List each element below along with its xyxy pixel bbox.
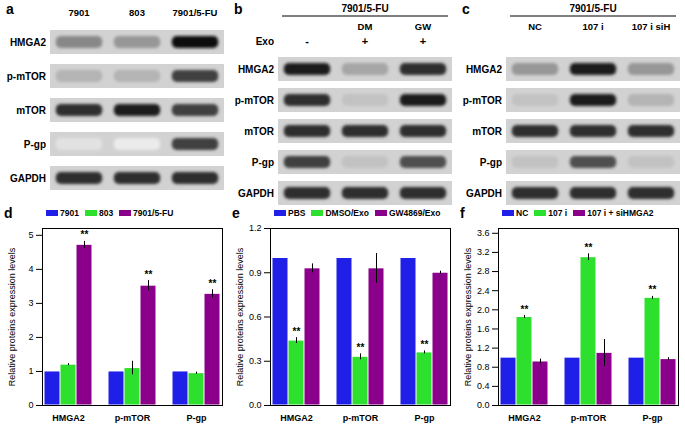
svg-text:1: 1 xyxy=(28,366,33,376)
svg-text:GAPDH: GAPDH xyxy=(466,188,502,199)
svg-text:2.0: 2.0 xyxy=(477,305,490,315)
svg-text:+: + xyxy=(362,35,368,47)
svg-text:b: b xyxy=(234,1,243,17)
svg-text:4: 4 xyxy=(28,264,33,274)
svg-text:**: ** xyxy=(421,339,429,350)
svg-text:7901: 7901 xyxy=(68,7,90,18)
svg-text:p-mTOR: p-mTOR xyxy=(343,413,379,423)
svg-text:mTOR: mTOR xyxy=(16,105,47,116)
svg-text:**: ** xyxy=(81,229,89,240)
svg-text:NC: NC xyxy=(528,21,542,32)
svg-text:2.4: 2.4 xyxy=(477,286,490,296)
svg-text:**: ** xyxy=(585,242,593,253)
svg-text:803: 803 xyxy=(129,7,145,18)
svg-text:p-mTOR: p-mTOR xyxy=(7,71,47,82)
svg-text:P-gp: P-gp xyxy=(643,413,663,423)
svg-text:**: ** xyxy=(521,304,529,315)
svg-text:1.6: 1.6 xyxy=(477,324,490,334)
svg-text:0.0: 0.0 xyxy=(477,400,490,410)
html-text:DMSO/Exo: DMSO/Exo xyxy=(325,207,369,218)
svg-text:Relative proteins expression l: Relative proteins expression levels xyxy=(7,247,17,386)
html-text:GW4869/Exo: GW4869/Exo xyxy=(388,207,441,218)
svg-text:p-mTOR: p-mTOR xyxy=(463,95,503,106)
svg-text:0.0: 0.0 xyxy=(249,400,262,410)
svg-text:**: ** xyxy=(293,326,301,337)
svg-text:HMGA2: HMGA2 xyxy=(10,37,47,48)
svg-text:3.6: 3.6 xyxy=(477,228,490,238)
svg-text:0.3: 0.3 xyxy=(249,356,262,366)
svg-text:c: c xyxy=(462,1,470,17)
svg-text:HMGA2: HMGA2 xyxy=(238,64,275,75)
svg-text:0.6: 0.6 xyxy=(249,312,262,322)
html-text:e: e xyxy=(232,205,240,221)
svg-text:**: ** xyxy=(649,284,657,295)
svg-text:P-gp: P-gp xyxy=(415,413,435,423)
html-text:803: 803 xyxy=(98,207,114,218)
svg-text:P-gp: P-gp xyxy=(187,413,207,423)
svg-text:P-gp: P-gp xyxy=(252,157,274,168)
html-text:7901/5-FU: 7901/5-FU xyxy=(133,207,174,218)
svg-text:HMGA2: HMGA2 xyxy=(280,413,313,423)
svg-text:**: ** xyxy=(357,342,365,353)
svg-text:107 i: 107 i xyxy=(582,21,603,32)
svg-text:0.9: 0.9 xyxy=(249,268,262,278)
svg-text:3.2: 3.2 xyxy=(477,247,490,257)
svg-text:7901/5-FU: 7901/5-FU xyxy=(173,7,218,18)
svg-text:P-gp: P-gp xyxy=(480,157,502,168)
svg-text:GAPDH: GAPDH xyxy=(10,173,46,184)
svg-text:Exo: Exo xyxy=(256,36,274,47)
svg-text:GAPDH: GAPDH xyxy=(238,188,274,199)
svg-text:5: 5 xyxy=(28,230,33,240)
svg-text:**: ** xyxy=(209,278,217,289)
svg-text:3: 3 xyxy=(28,298,33,308)
svg-text:Relative proteins expression l: Relative proteins expression levels xyxy=(463,247,473,386)
svg-text:2.8: 2.8 xyxy=(477,266,490,276)
svg-text:Relative proteins expression l: Relative proteins expression levels xyxy=(235,247,245,386)
svg-text:+: + xyxy=(420,35,426,47)
svg-text:a: a xyxy=(6,1,14,17)
html-text:PBS: PBS xyxy=(288,207,306,218)
svg-text:P-gp: P-gp xyxy=(24,139,46,150)
svg-text:mTOR: mTOR xyxy=(244,126,275,137)
html-text:NC: NC xyxy=(516,207,529,218)
svg-text:p-mTOR: p-mTOR xyxy=(235,95,275,106)
svg-text:0.4: 0.4 xyxy=(477,381,490,391)
svg-text:7901/5-FU: 7901/5-FU xyxy=(569,3,616,14)
svg-text:0: 0 xyxy=(28,400,33,410)
svg-text:1.2: 1.2 xyxy=(477,343,490,353)
svg-text:HMGA2: HMGA2 xyxy=(52,413,85,423)
html-text:d: d xyxy=(4,205,13,221)
svg-text:**: ** xyxy=(145,269,153,280)
svg-text:DM: DM xyxy=(358,21,373,32)
html-text:107 i + siHMGA2: 107 i + siHMGA2 xyxy=(587,207,654,218)
svg-text:HMGA2: HMGA2 xyxy=(508,413,541,423)
html-text:7901: 7901 xyxy=(60,207,79,218)
svg-text:2: 2 xyxy=(28,332,33,342)
svg-text:p-mTOR: p-mTOR xyxy=(115,413,151,423)
svg-text:-: - xyxy=(305,35,309,47)
svg-text:107 i siH: 107 i siH xyxy=(632,21,671,32)
svg-text:1.2: 1.2 xyxy=(249,223,262,233)
svg-text:0.8: 0.8 xyxy=(477,362,490,372)
svg-text:HMGA2: HMGA2 xyxy=(466,64,503,75)
svg-text:mTOR: mTOR xyxy=(472,126,503,137)
svg-text:GW: GW xyxy=(415,21,431,32)
svg-text:7901/5-FU: 7901/5-FU xyxy=(341,3,388,14)
svg-text:p-mTOR: p-mTOR xyxy=(571,413,607,423)
html-text:f: f xyxy=(460,205,465,221)
html-text:107 i: 107 i xyxy=(548,207,568,218)
